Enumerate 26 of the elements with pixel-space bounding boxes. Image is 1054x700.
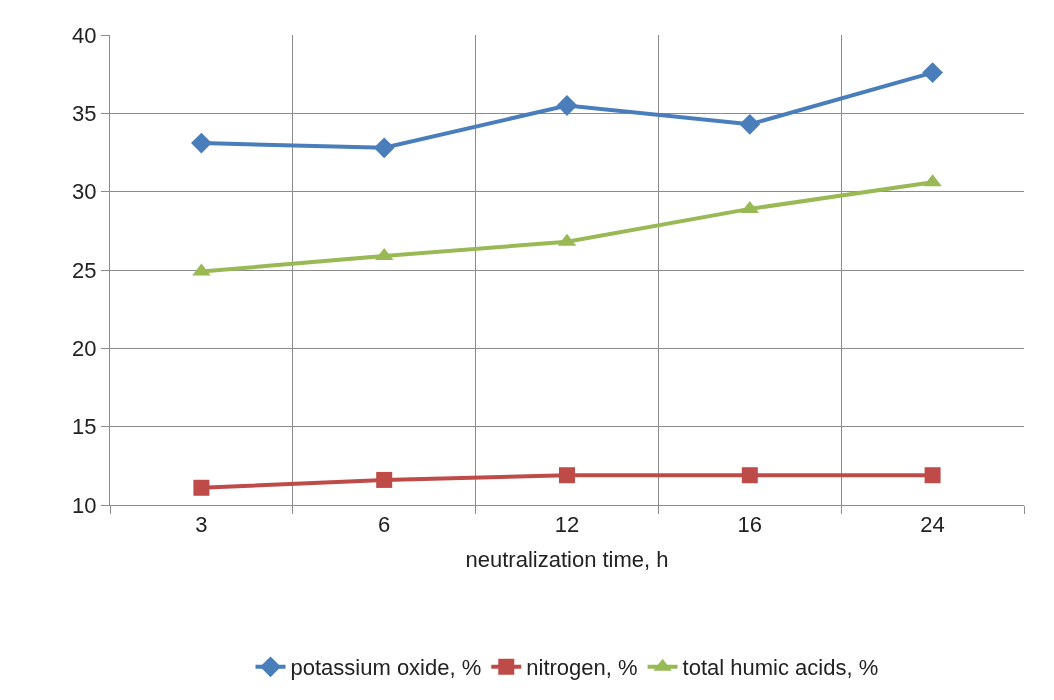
point [556, 95, 578, 116]
x-tick-label: 16 [737, 512, 763, 538]
legend-label: potassium oxide, % [290, 655, 482, 681]
x-axis-title: neutralization time, h [465, 547, 669, 573]
x-tick-label: 24 [920, 512, 945, 538]
legend-label: total humic acids, % [682, 655, 879, 681]
point [741, 467, 758, 484]
y-tick-label: 25 [72, 257, 97, 283]
point [191, 132, 212, 154]
point [193, 479, 210, 496]
x-tick-label: 3 [195, 512, 208, 538]
y-tick-label: 20 [72, 336, 97, 362]
y-tick-label: 35 [72, 101, 97, 127]
point [739, 113, 761, 135]
point [922, 62, 943, 83]
y-tick-label: 30 [72, 179, 97, 205]
point [559, 467, 575, 484]
x-tick-label: 12 [554, 512, 580, 538]
x-tick-label: 6 [378, 512, 391, 538]
y-tick-label: 15 [72, 414, 97, 440]
legend-label: nitrogen, % [526, 655, 638, 681]
point [924, 467, 941, 484]
point [373, 137, 395, 159]
point [376, 471, 393, 488]
y-tick-label: 40 [72, 22, 97, 48]
y-tick-label: 10 [72, 492, 97, 518]
